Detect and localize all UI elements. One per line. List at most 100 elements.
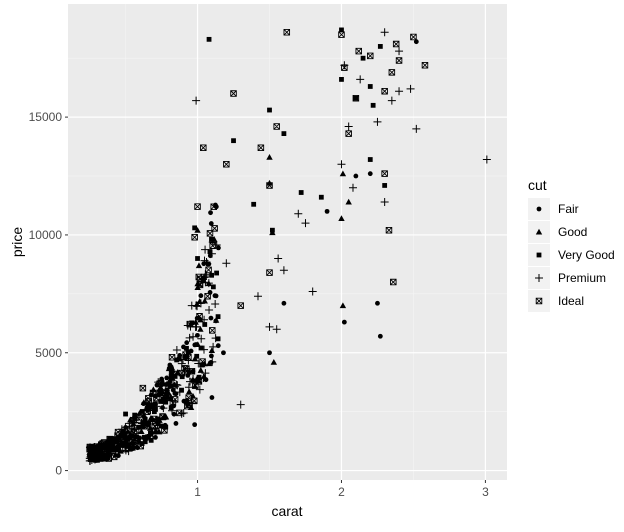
point-fair	[181, 398, 187, 404]
point-very-good	[189, 320, 195, 326]
point-very-good	[198, 345, 204, 351]
point-ideal	[145, 395, 152, 402]
point-fair	[221, 350, 226, 356]
point-ideal	[341, 64, 348, 71]
point-ideal	[115, 436, 123, 444]
point-premium	[356, 75, 365, 84]
point-ideal	[86, 443, 94, 451]
point-ideal	[191, 234, 198, 241]
point-good	[197, 367, 204, 373]
point-good	[339, 170, 347, 177]
point-premium	[151, 424, 160, 433]
point-premium	[203, 259, 212, 268]
point-fair	[208, 221, 214, 226]
point-premium	[211, 334, 220, 343]
point-good	[86, 451, 93, 457]
point-premium	[187, 301, 196, 310]
point-premium	[197, 334, 206, 343]
point-fair	[141, 414, 147, 420]
point-very-good	[148, 430, 153, 436]
point-fair	[203, 377, 209, 383]
legend-symbol-good	[535, 228, 543, 235]
point-premium	[195, 385, 204, 394]
y-tick-label: 5000	[35, 346, 62, 360]
point-ideal	[204, 292, 211, 300]
point-fair	[193, 342, 199, 347]
point-fair	[156, 392, 162, 398]
point-fair	[216, 245, 221, 251]
plot-panel	[68, 4, 507, 480]
point-fair	[209, 395, 215, 400]
point-premium	[201, 369, 210, 378]
point-fair	[153, 434, 158, 440]
legend-symbol-ideal	[535, 297, 543, 305]
point-good	[194, 280, 201, 287]
point-ideal	[381, 170, 388, 177]
point-premium	[373, 117, 382, 126]
point-fair	[324, 208, 330, 214]
point-premium	[167, 406, 176, 415]
point-ideal	[273, 123, 280, 130]
point-fair	[215, 343, 221, 349]
point-fair	[184, 340, 190, 346]
point-ideal	[159, 413, 167, 421]
point-very-good	[196, 374, 202, 380]
point-ideal	[385, 226, 393, 234]
point-good	[197, 325, 204, 332]
point-good	[208, 347, 216, 353]
point-good	[266, 153, 273, 160]
point-very-good	[136, 424, 141, 430]
point-fair	[173, 391, 179, 397]
point-very-good	[123, 411, 128, 417]
x-axis-ticks: 1 2 3	[194, 480, 489, 499]
point-ideal	[113, 445, 121, 452]
point-premium	[172, 380, 181, 389]
point-premium	[412, 124, 421, 133]
point-ideal	[146, 434, 154, 441]
point-ideal	[209, 327, 216, 334]
point-ideal	[110, 453, 118, 461]
watermark-text: @稀土掘金技术社区	[502, 502, 610, 517]
point-very-good	[339, 27, 344, 33]
point-premium	[337, 160, 346, 169]
point-good	[194, 227, 201, 233]
point-good	[270, 358, 278, 365]
point-premium	[406, 84, 415, 93]
point-good	[93, 454, 101, 461]
point-fair	[413, 39, 419, 45]
point-very-good	[195, 256, 200, 261]
legend: cut Fair Good Very Good Premium Ideal	[528, 177, 615, 312]
point-good	[192, 318, 199, 325]
point-good	[149, 416, 157, 423]
point-ideal	[162, 391, 170, 399]
point-very-good	[132, 412, 138, 418]
point-very-good	[209, 236, 214, 242]
point-good	[345, 198, 352, 205]
point-very-good	[168, 405, 174, 411]
point-very-good	[215, 314, 221, 320]
point-good	[136, 410, 143, 416]
point-ideal	[338, 31, 345, 38]
major-gridlines	[68, 4, 507, 480]
point-fair	[173, 421, 179, 426]
data-points	[85, 27, 491, 465]
point-very-good	[195, 377, 201, 383]
point-fair	[375, 300, 380, 306]
point-ideal	[182, 351, 189, 358]
point-premium	[189, 332, 198, 341]
point-fair	[267, 350, 272, 356]
point-ideal	[355, 47, 362, 55]
point-premium	[211, 299, 220, 308]
legend-label-good: Good	[558, 225, 587, 239]
point-premium	[123, 428, 132, 437]
point-ideal	[223, 160, 230, 168]
point-very-good	[179, 374, 185, 380]
point-premium	[274, 254, 283, 263]
point-ideal	[388, 69, 396, 76]
x-tick-label: 3	[482, 485, 489, 499]
point-ideal	[185, 394, 192, 401]
point-very-good	[155, 416, 161, 422]
legend-symbol-very-good	[536, 252, 542, 258]
point-very-good	[164, 387, 170, 393]
point-premium	[192, 96, 201, 105]
